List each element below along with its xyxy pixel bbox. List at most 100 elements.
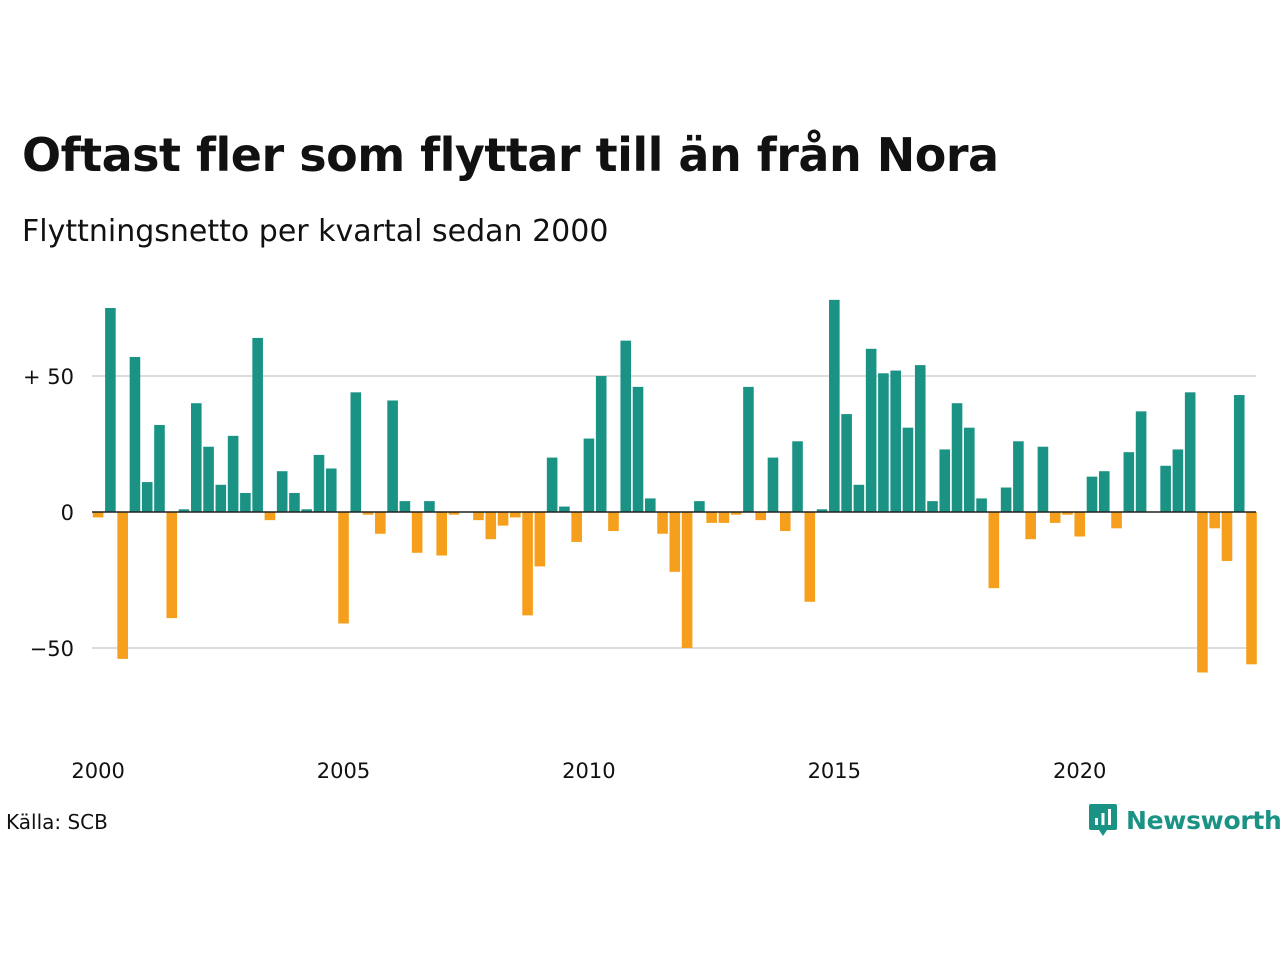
bar: [939, 449, 951, 512]
bar: [289, 492, 300, 512]
x-tick-label: 2010: [562, 759, 615, 783]
bar: [117, 512, 128, 659]
bar: [1074, 512, 1086, 537]
bar: [473, 512, 484, 521]
bar: [694, 501, 705, 512]
bar: [534, 512, 546, 567]
bar: [902, 427, 914, 512]
x-tick-label: 2005: [317, 759, 370, 783]
bar: [301, 509, 313, 512]
bar: [595, 376, 607, 512]
bar: [927, 501, 938, 512]
bar: [878, 373, 889, 512]
bar: [105, 308, 116, 512]
bar: [816, 509, 828, 512]
bar: [743, 386, 754, 512]
bar: [706, 512, 717, 523]
chart-subtitle: Flyttningsnetto per kvartal sedan 2000: [22, 214, 609, 249]
x-axis-ticks: 2000 2005 2010 2015 2020: [71, 759, 1106, 783]
bar: [951, 403, 963, 512]
bar: [191, 403, 202, 512]
x-tick-label: 2015: [808, 759, 861, 783]
bar: [976, 498, 987, 512]
bar: [1160, 465, 1171, 512]
bar: [608, 512, 619, 532]
bar: [1062, 512, 1073, 515]
bar: [399, 501, 411, 512]
bar: [424, 501, 435, 512]
bar: [730, 512, 742, 515]
bar: [448, 512, 460, 515]
bar: [1049, 512, 1061, 523]
bars: [92, 299, 1257, 673]
bar: [1098, 471, 1110, 512]
bar: [141, 482, 153, 512]
bar: [1025, 512, 1036, 540]
bar: [546, 457, 558, 512]
bar: [178, 509, 190, 512]
bar: [583, 438, 595, 512]
bar: [252, 337, 263, 512]
y-tick-label: −50: [30, 637, 74, 661]
bar: [779, 512, 791, 532]
bar: [718, 512, 730, 523]
bar: [313, 454, 325, 512]
bar: [129, 356, 141, 512]
bar: [227, 435, 239, 512]
x-tick-label: 2020: [1053, 759, 1106, 783]
bar: [375, 512, 386, 534]
brand-name: Newsworthy: [1126, 805, 1280, 835]
bar: [1135, 411, 1147, 512]
bar: [1111, 512, 1122, 529]
bar: [154, 424, 165, 512]
x-tick-label: 2000: [71, 759, 124, 783]
bar: [988, 512, 1000, 589]
source-note: Källa: SCB: [6, 810, 108, 834]
bar: [203, 446, 214, 512]
bar: [1184, 392, 1196, 512]
bar: [620, 340, 632, 512]
bar: [841, 414, 852, 512]
bar: [1037, 446, 1049, 512]
newsworthy-logo-icon: [1089, 804, 1117, 836]
bar: [485, 512, 497, 540]
bar: [865, 348, 877, 512]
bar: [1197, 512, 1208, 673]
bar: [387, 400, 398, 512]
bar: [853, 484, 865, 512]
bar: [522, 512, 533, 616]
bar: [1233, 395, 1245, 512]
bar: [325, 468, 337, 512]
bar-chart: + 50 0 −50 2000 2005 2010 2015 2020: [23, 299, 1257, 783]
bar: [215, 484, 227, 512]
bar: [890, 370, 901, 512]
bar: [350, 392, 362, 512]
bar: [1172, 449, 1184, 512]
bar: [1013, 441, 1024, 512]
bar: [755, 512, 767, 521]
bar: [497, 512, 509, 526]
bar: [1209, 512, 1220, 529]
bar: [669, 512, 681, 572]
bar: [681, 512, 693, 648]
bar: [1000, 487, 1012, 512]
bar: [964, 427, 975, 512]
y-tick-label: + 50: [23, 365, 74, 389]
bar: [559, 506, 570, 512]
bar: [240, 492, 251, 512]
bar: [436, 512, 447, 556]
bar: [338, 512, 349, 624]
bar: [1221, 512, 1233, 561]
bar: [1246, 512, 1257, 665]
brand-logo: Newsworthy: [1088, 803, 1280, 837]
y-tick-label: 0: [61, 501, 74, 525]
bar: [411, 512, 423, 553]
bar: [362, 512, 374, 515]
bar: [804, 512, 816, 602]
bar: [276, 471, 288, 512]
bar: [914, 365, 926, 512]
bar: [657, 512, 668, 534]
bar: [792, 441, 803, 512]
bar: [632, 386, 644, 512]
bar: [166, 512, 178, 619]
